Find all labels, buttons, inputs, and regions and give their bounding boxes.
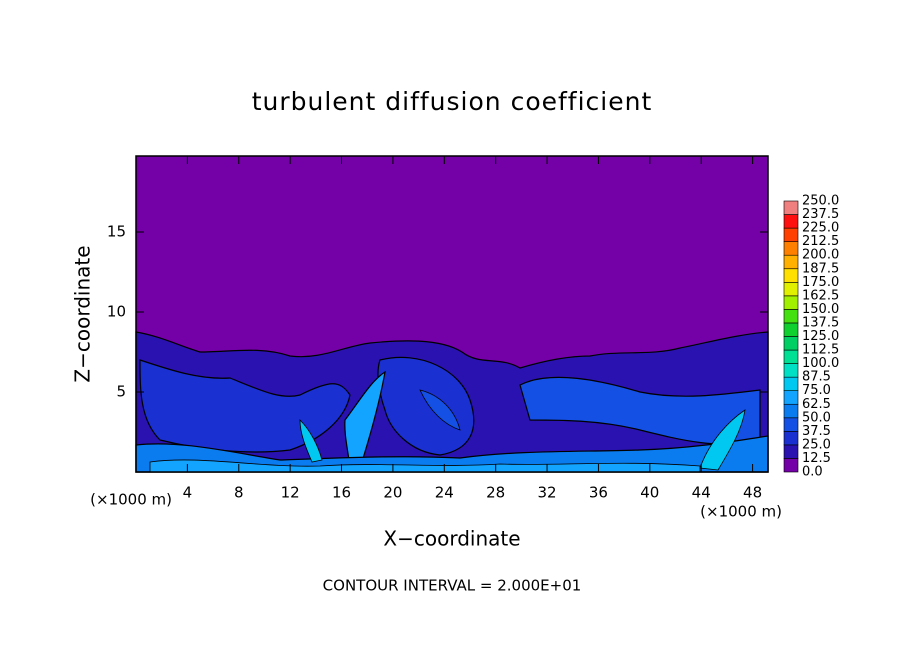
x-tick-label: 40 (640, 484, 659, 502)
y-tick-label: 5 (116, 383, 126, 401)
colorbar-band (783, 349, 799, 364)
colorbar-band (783, 295, 799, 310)
colorbar-band (783, 309, 799, 324)
colorbar-label: 12.5 (802, 451, 831, 466)
colorbar-band (783, 431, 799, 446)
field (135, 331, 769, 473)
colorbar-label: 237.5 (802, 207, 839, 222)
x-tick-label: 28 (486, 484, 505, 502)
colorbar-label: 87.5 (802, 370, 831, 385)
colorbar-band (783, 268, 799, 283)
colorbar-label: 112.5 (802, 343, 839, 358)
colorbar-label: 212.5 (802, 234, 839, 249)
colorbar-label: 187.5 (802, 261, 839, 276)
y-axis-label: Z−coordinate (71, 245, 95, 382)
colorbar-label: 225.0 (802, 221, 839, 236)
plot-frame (135, 155, 769, 473)
colorbar-band (783, 241, 799, 256)
colorbar-band (783, 200, 799, 215)
colorbar-label: 0.0 (802, 465, 823, 480)
colorbar-band (783, 227, 799, 242)
colorbar-label: 137.5 (802, 315, 839, 330)
colorbar-band (783, 336, 799, 351)
colorbar-label: 75.0 (802, 383, 831, 398)
x-tick-label: 24 (435, 484, 454, 502)
y-tick-label: 10 (107, 303, 126, 321)
colorbar-label: 25.0 (802, 437, 831, 452)
chart-title: turbulent diffusion coefficient (252, 87, 653, 116)
colorbar-label: 37.5 (802, 424, 831, 439)
colorbar-label: 62.5 (802, 397, 831, 412)
colorbar-band (783, 363, 799, 378)
x-tick-label: 48 (743, 484, 762, 502)
colorbar-label: 250.0 (802, 194, 839, 209)
x-tick-label: 8 (234, 484, 244, 502)
colorbar-band (783, 254, 799, 270)
x-unit: (×1000 m) (90, 491, 172, 509)
x-tick-label: 20 (383, 484, 402, 502)
colorbar-label: 150.0 (802, 302, 839, 317)
colorbar-label: 50.0 (802, 410, 831, 425)
colorbar-band (783, 403, 799, 419)
x-unit: (×1000 m) (700, 503, 782, 521)
y-tick-label: 15 (107, 223, 126, 241)
x-tick-label: 32 (538, 484, 557, 502)
colorbar-label: 200.0 (802, 248, 839, 263)
colorbar-band (783, 376, 799, 391)
x-tick-label: 12 (281, 484, 300, 502)
colorbar-band (783, 214, 799, 229)
colorbar-label: 162.5 (802, 288, 839, 303)
colorbar-band (783, 390, 799, 405)
colorbar-label: 175.0 (802, 275, 839, 290)
x-tick-label: 44 (692, 484, 711, 502)
annotation: CONTOUR INTERVAL = 2.000E+01 (323, 577, 582, 595)
x-tick-label: 36 (589, 484, 608, 502)
x-tick-label: 16 (332, 484, 351, 502)
colorbar-band (783, 458, 799, 473)
colorbar-band (783, 444, 799, 459)
x-tick-label: 4 (183, 484, 193, 502)
colorbar-label: 125.0 (802, 329, 839, 344)
colorbar-band (783, 281, 799, 297)
colorbar-band (783, 417, 799, 432)
colorbar-band (783, 322, 799, 337)
x-axis-label: X−coordinate (383, 527, 520, 551)
colorbar-label: 100.0 (802, 356, 839, 371)
